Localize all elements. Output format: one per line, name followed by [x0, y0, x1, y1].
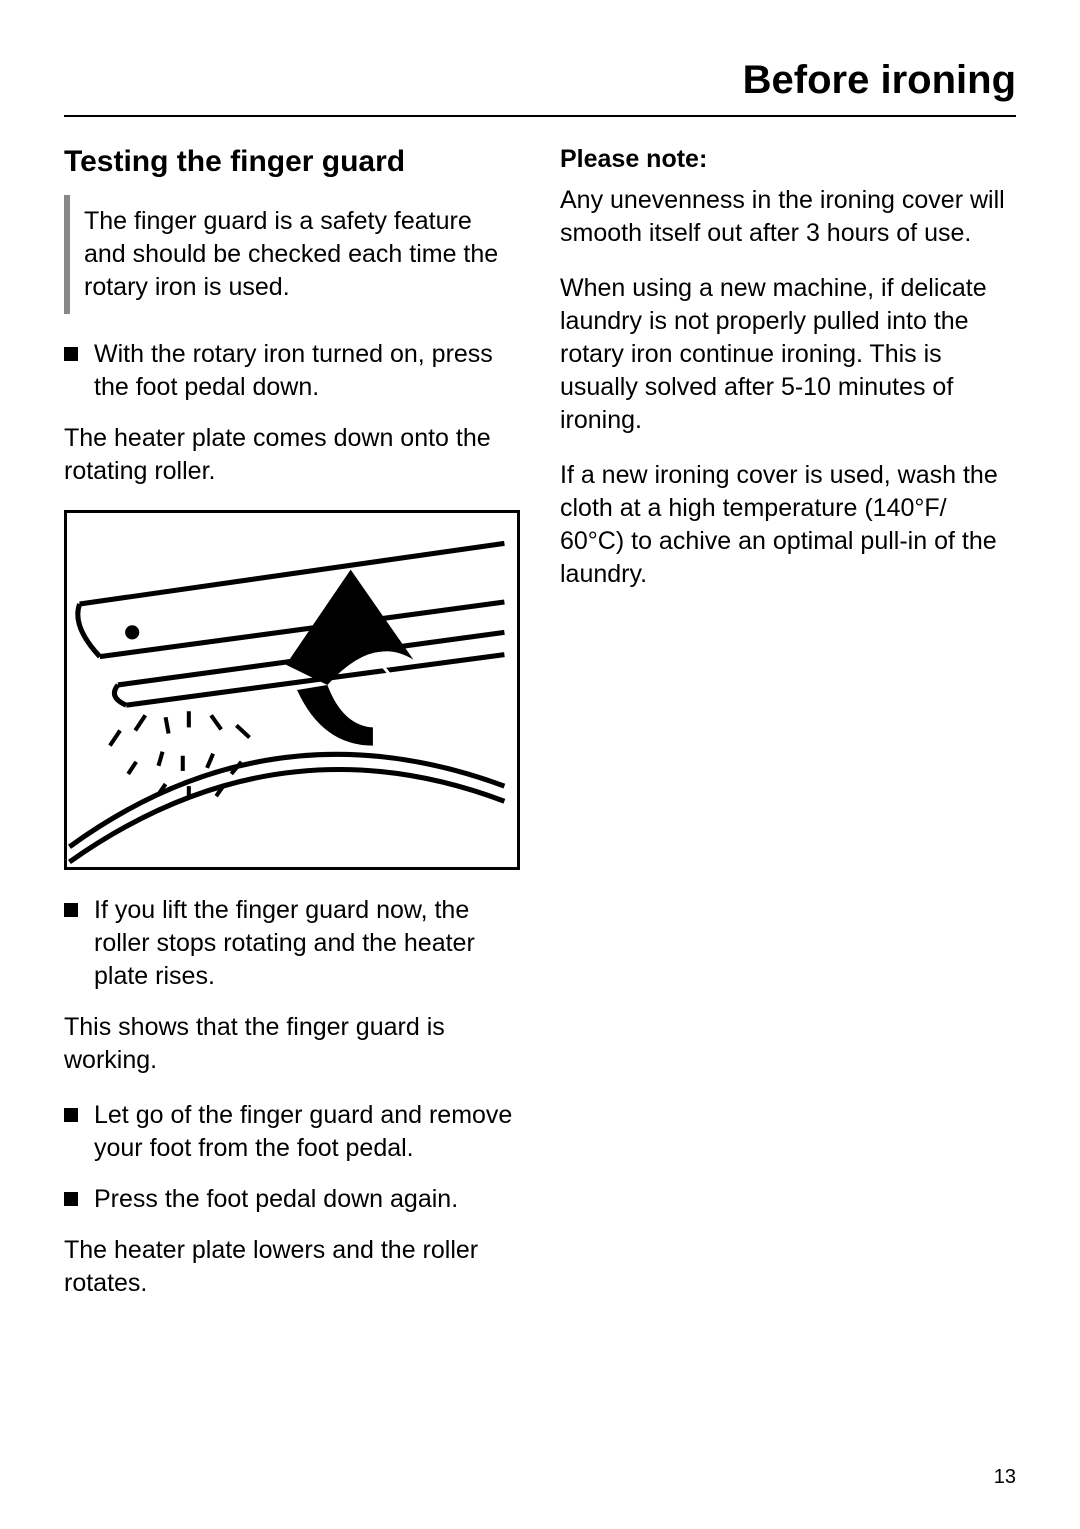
- list-item: With the rotary iron turned on, press th…: [64, 338, 520, 404]
- instruction-list-2: If you lift the finger guard now, the ro…: [64, 894, 520, 993]
- body-text: If a new ironing cover is used, wash the…: [560, 459, 1016, 591]
- page-title: Before ironing: [64, 58, 1016, 117]
- content-columns: Testing the finger guard The finger guar…: [64, 145, 1016, 1322]
- safety-callout: The finger guard is a safety feature and…: [64, 195, 520, 314]
- finger-guard-figure: [64, 510, 520, 870]
- body-text: This shows that the finger guard is work…: [64, 1011, 520, 1077]
- body-text: The heater plate lowers and the roller r…: [64, 1234, 520, 1300]
- list-item: Press the foot pedal down again.: [64, 1183, 520, 1216]
- instruction-list-3: Let go of the finger guard and remove yo…: [64, 1099, 520, 1216]
- section-heading: Testing the finger guard: [64, 145, 520, 179]
- list-item: Let go of the finger guard and remove yo…: [64, 1099, 520, 1165]
- body-text: The heater plate comes down onto the rot…: [64, 422, 520, 488]
- left-column: Testing the finger guard The finger guar…: [64, 145, 520, 1322]
- list-item: If you lift the finger guard now, the ro…: [64, 894, 520, 993]
- note-heading: Please note:: [560, 145, 1016, 174]
- body-text: When using a new machine, if delicate la…: [560, 272, 1016, 437]
- right-column: Please note: Any unevenness in the ironi…: [560, 145, 1016, 1322]
- page-number: 13: [994, 1466, 1016, 1489]
- body-text: Any unevenness in the ironing cover will…: [560, 184, 1016, 250]
- instruction-list-1: With the rotary iron turned on, press th…: [64, 338, 520, 404]
